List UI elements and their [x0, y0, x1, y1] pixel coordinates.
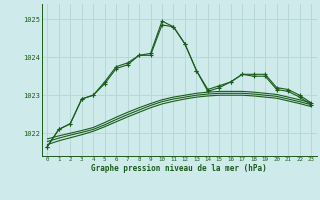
X-axis label: Graphe pression niveau de la mer (hPa): Graphe pression niveau de la mer (hPa) — [91, 164, 267, 173]
